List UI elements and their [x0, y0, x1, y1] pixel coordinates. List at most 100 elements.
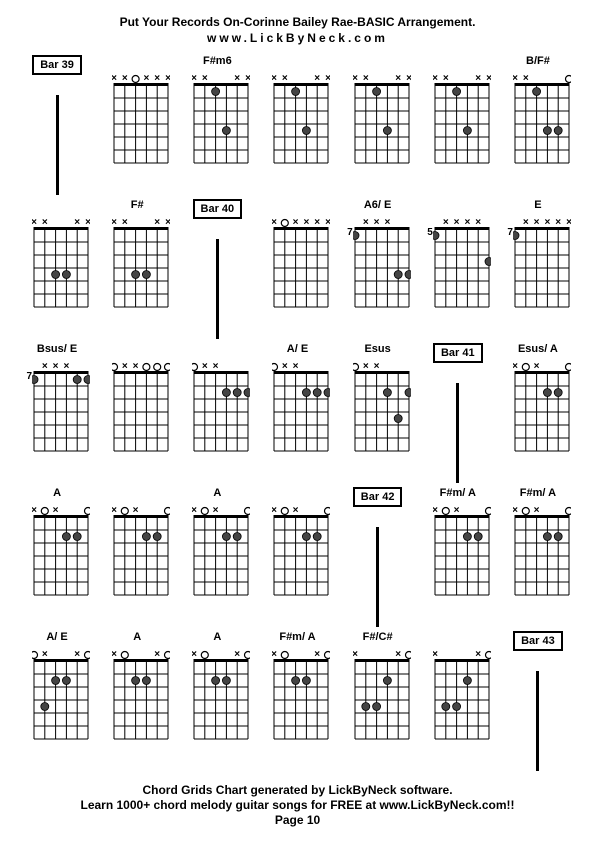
- chord-svg: ××: [353, 361, 411, 455]
- chord-svg: ×××××: [272, 217, 330, 311]
- svg-text:×: ×: [165, 217, 170, 228]
- chord-label: A6/ E: [364, 199, 392, 215]
- chord-label: A: [213, 631, 221, 647]
- chord-label: E: [534, 199, 541, 215]
- svg-text:×: ×: [42, 361, 48, 372]
- chord-svg: ××: [433, 505, 491, 599]
- diagram-wrap: ××: [264, 505, 330, 599]
- svg-text:×: ×: [534, 217, 540, 228]
- chord-label: B/F#: [526, 55, 550, 71]
- chord-label: F#/C#: [363, 631, 393, 647]
- chord-cell: A/ E××: [21, 631, 93, 771]
- chord-cell: F#m/ A××: [502, 487, 574, 627]
- chord-label: Esus: [364, 343, 390, 359]
- diagram-wrap: ××: [24, 649, 90, 743]
- svg-text:×: ×: [154, 73, 160, 84]
- chord-label: F#m/ A: [440, 487, 476, 503]
- diagram-wrap: ××: [104, 361, 170, 455]
- svg-text:×: ×: [213, 361, 219, 372]
- fret-number: 7: [345, 227, 353, 238]
- svg-text:×: ×: [272, 649, 277, 660]
- chord-label: F#: [131, 199, 144, 215]
- chord-cell: ×××××: [261, 199, 333, 339]
- svg-text:×: ×: [433, 649, 438, 660]
- diagram-wrap: ×××××: [264, 217, 330, 311]
- diagram-wrap: ××: [345, 361, 411, 455]
- diagram-wrap: ××: [24, 505, 90, 599]
- svg-text:×: ×: [282, 361, 288, 372]
- chord-label: A: [53, 487, 61, 503]
- svg-text:×: ×: [395, 73, 401, 84]
- svg-text:×: ×: [406, 73, 411, 84]
- svg-text:×: ×: [122, 217, 128, 228]
- chord-svg: ××: [112, 505, 170, 599]
- svg-text:×: ×: [326, 217, 331, 228]
- svg-text:×: ×: [74, 649, 80, 660]
- chord-svg: ××: [32, 649, 90, 743]
- svg-text:×: ×: [453, 505, 459, 516]
- svg-text:×: ×: [64, 361, 70, 372]
- diagram-wrap: ××: [425, 505, 491, 599]
- chord-label: Esus/ A: [518, 343, 558, 359]
- svg-text:×: ×: [74, 217, 80, 228]
- chord-svg: ××: [192, 361, 250, 455]
- svg-text:×: ×: [112, 649, 117, 660]
- svg-text:×: ×: [326, 73, 331, 84]
- chord-svg: ××××: [272, 73, 330, 167]
- svg-text:×: ×: [475, 649, 481, 660]
- chord-svg: ××: [433, 649, 491, 743]
- svg-text:×: ×: [523, 217, 529, 228]
- svg-text:×: ×: [192, 73, 197, 84]
- chord-svg: ××××: [112, 217, 170, 311]
- chord-cell: F#/C#××: [342, 631, 414, 771]
- chord-cell: ××: [422, 631, 494, 771]
- diagram-wrap: ××: [184, 361, 250, 455]
- url: www.LickByNeck.com: [20, 31, 575, 45]
- svg-text:×: ×: [304, 217, 310, 228]
- svg-text:×: ×: [202, 73, 208, 84]
- chord-label: A: [213, 487, 221, 503]
- chord-svg: ××: [272, 361, 330, 455]
- bar-marker-cell: Bar 39: [21, 55, 93, 195]
- chord-cell: F#m/ A××: [261, 631, 333, 771]
- chord-svg: ××: [112, 361, 170, 455]
- svg-text:×: ×: [144, 73, 150, 84]
- svg-text:×: ×: [192, 505, 197, 516]
- diagram-wrap: ××: [184, 649, 250, 743]
- bar-line: [56, 95, 59, 195]
- bar-label: Bar 42: [353, 487, 403, 507]
- diagram-wrap: ××: [104, 649, 170, 743]
- svg-text:×: ×: [133, 361, 139, 372]
- svg-text:×: ×: [293, 505, 299, 516]
- chord-grid: Bar 39×××××F#m6××××××××××××××××B/F#×××××…: [20, 55, 575, 771]
- chord-svg: ××: [513, 361, 571, 455]
- chord-cell: A ××: [181, 631, 253, 771]
- svg-text:×: ×: [395, 649, 401, 660]
- chord-cell: Esus ××: [342, 343, 414, 483]
- chord-cell: ××××: [342, 55, 414, 195]
- svg-text:×: ×: [363, 73, 369, 84]
- chord-svg: ××: [192, 505, 250, 599]
- svg-text:×: ×: [486, 73, 491, 84]
- svg-text:×: ×: [53, 361, 59, 372]
- svg-text:×: ×: [235, 73, 241, 84]
- svg-text:×: ×: [315, 217, 321, 228]
- svg-text:×: ×: [433, 505, 438, 516]
- diagram-wrap: ××: [264, 361, 330, 455]
- bar-line: [536, 671, 539, 771]
- chord-svg: ××: [272, 505, 330, 599]
- chord-cell: F#m6××××: [181, 55, 253, 195]
- svg-text:×: ×: [315, 73, 321, 84]
- fret-number: 7: [24, 371, 32, 382]
- chord-svg: ××××: [433, 73, 491, 167]
- chord-svg: ×××××: [513, 217, 571, 311]
- chord-svg: ××××: [433, 217, 491, 311]
- svg-text:×: ×: [85, 217, 90, 228]
- svg-text:×: ×: [53, 505, 59, 516]
- svg-text:×: ×: [112, 73, 117, 84]
- chord-svg: ××××: [353, 73, 411, 167]
- svg-text:×: ×: [42, 649, 48, 660]
- svg-text:×: ×: [544, 217, 550, 228]
- diagram-wrap: ××: [104, 505, 170, 599]
- svg-text:×: ×: [154, 649, 160, 660]
